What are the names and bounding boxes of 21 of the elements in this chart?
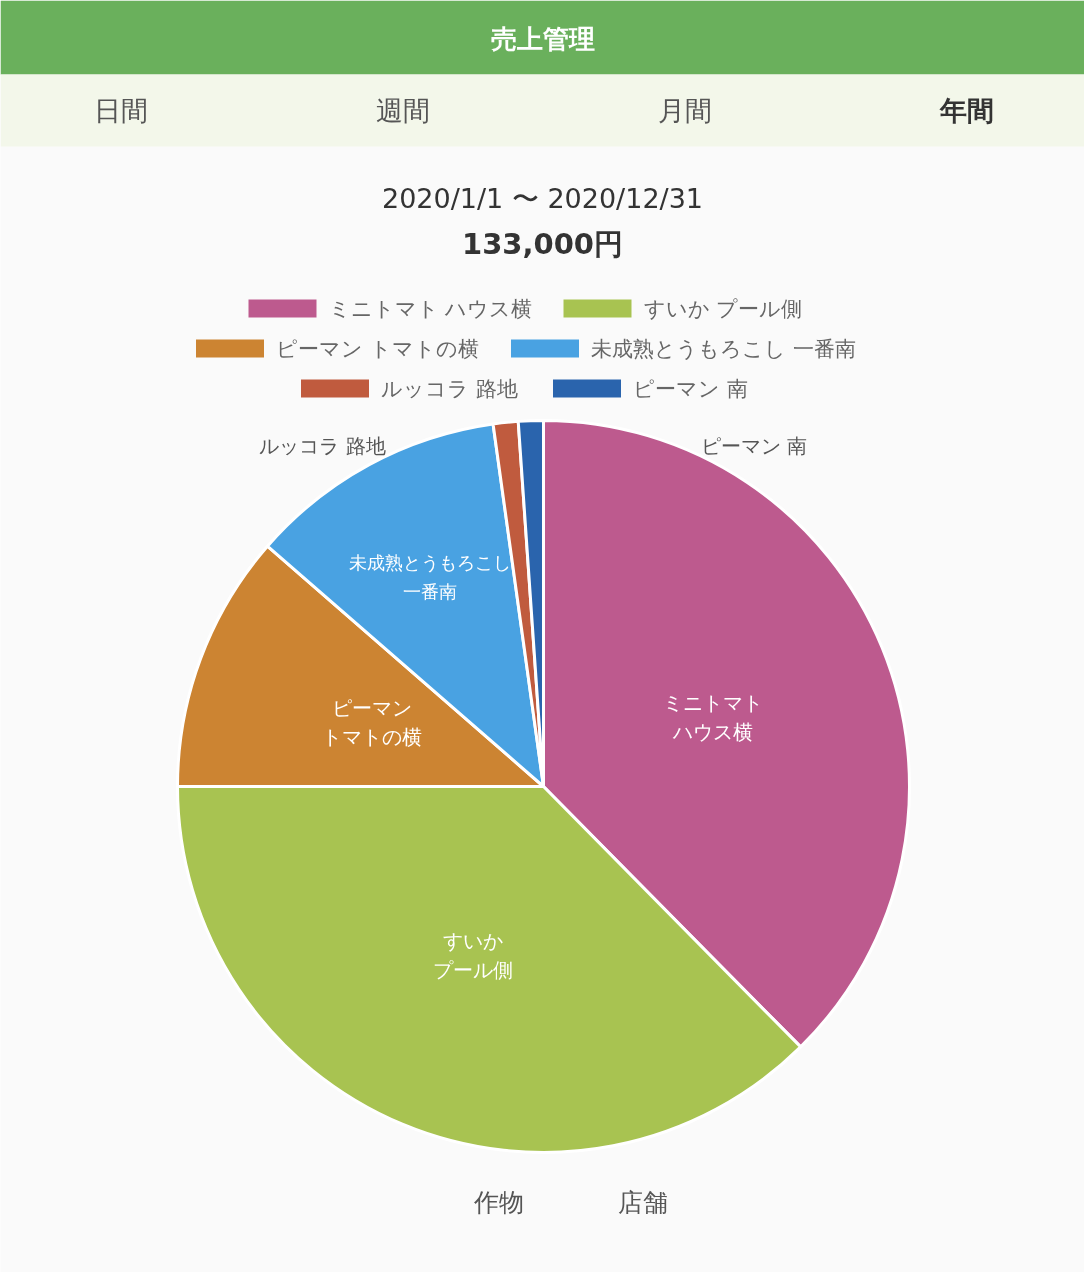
text: 店舗 — [617, 1188, 668, 1217]
legend-label: ピーマン トマトの横 — [276, 336, 479, 361]
slice-label: 未成熟とうもろこし 一番南 — [349, 552, 512, 603]
legend-label: すいか プール側 — [643, 296, 803, 321]
category-label: ピーマン 南 — [700, 433, 807, 458]
legend-label: ピーマン 南 — [633, 376, 748, 401]
slice-label: すいか プール側 — [432, 928, 513, 982]
slice-label: ミニトマト ハウス横 — [662, 690, 763, 744]
text: 月間 — [657, 95, 712, 126]
chart-subtitle: 2020/1/1 〜 2020/12/31 — [381, 183, 704, 214]
chart-title: 売上管理 — [490, 23, 595, 54]
text: 133,000円 — [461, 226, 624, 261]
text: 週間 — [375, 95, 430, 126]
legend-label: ルッコラ 路地 — [381, 376, 518, 401]
legend-label: ミニトマト ハウス横 — [328, 296, 533, 321]
category-label: ルッコラ 路地 — [259, 433, 386, 458]
text: 日間 — [93, 95, 148, 126]
legend-label: 未成熟とうもろこし 一番南 — [591, 336, 856, 361]
text: 作物 — [472, 1188, 524, 1217]
slice-label: ピーマン トマトの横 — [322, 695, 423, 749]
text: 年間 — [938, 95, 994, 126]
